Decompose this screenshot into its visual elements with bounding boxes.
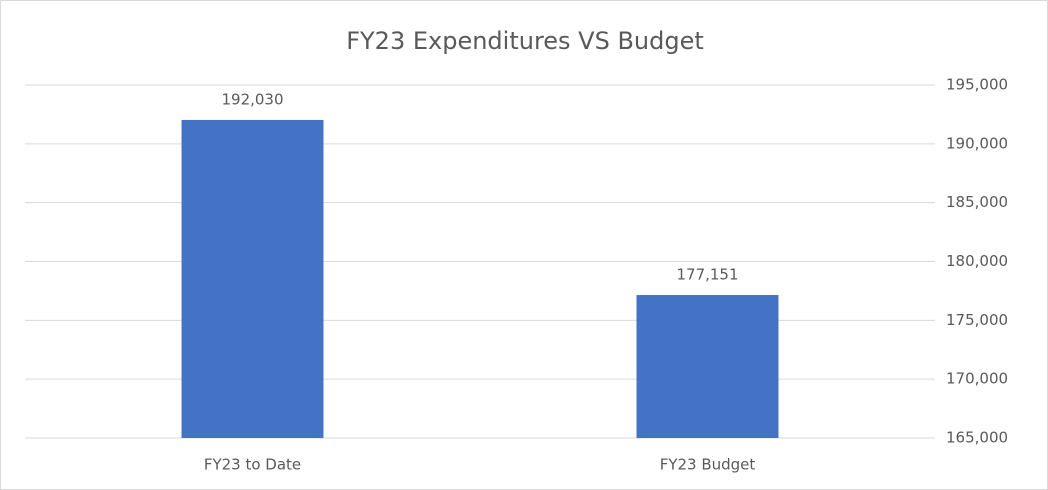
y-tick-label: 180,000 <box>946 252 1008 270</box>
y-tick-label: 185,000 <box>946 193 1008 211</box>
y-tick-label: 190,000 <box>946 134 1008 152</box>
y-tick-label: 165,000 <box>946 429 1008 447</box>
bar <box>181 119 324 439</box>
data-label: 192,030 <box>221 90 283 108</box>
x-tick-label: FY23 Budget <box>660 456 756 474</box>
y-tick-label: 170,000 <box>946 370 1008 388</box>
data-label: 177,151 <box>676 266 738 284</box>
x-tick-label: FY23 to Date <box>204 456 301 474</box>
y-tick-label: 175,000 <box>946 311 1008 329</box>
chart-title: FY23 Expenditures VS Budget <box>346 27 704 55</box>
bar <box>636 295 779 438</box>
y-tick-label: 195,000 <box>946 76 1008 94</box>
